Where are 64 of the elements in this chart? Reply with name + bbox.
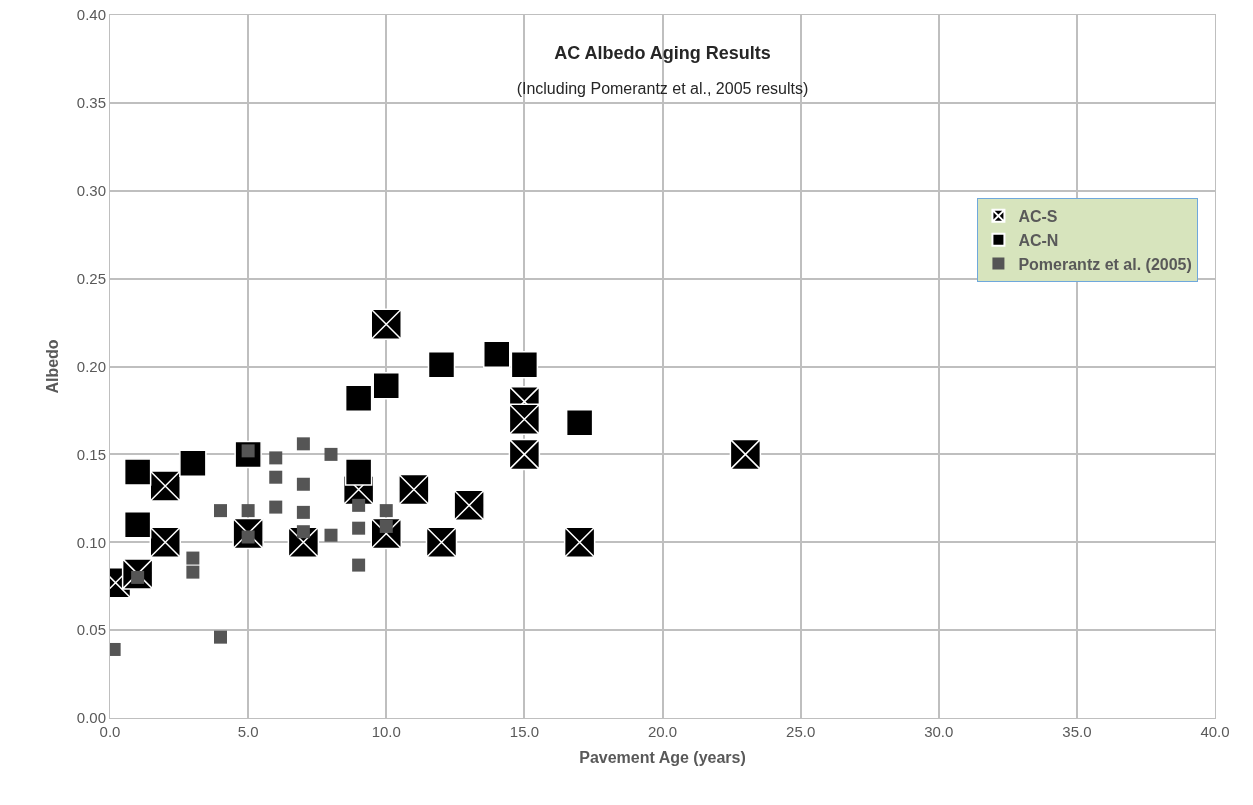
point bbox=[149, 470, 181, 502]
point bbox=[352, 498, 366, 512]
point bbox=[352, 521, 366, 535]
point bbox=[344, 384, 373, 412]
point bbox=[123, 458, 152, 486]
x-tick-label: 40.0 bbox=[1200, 723, 1230, 740]
point bbox=[425, 526, 458, 558]
y-tick-label: 0.30 bbox=[76, 182, 106, 199]
y-tick-label: 0.25 bbox=[76, 269, 106, 287]
point bbox=[379, 519, 393, 533]
point bbox=[269, 500, 283, 514]
point bbox=[563, 526, 596, 558]
point bbox=[296, 477, 310, 491]
y-tick-label: 0.20 bbox=[76, 357, 106, 375]
point bbox=[241, 530, 255, 544]
point bbox=[453, 489, 485, 522]
point bbox=[214, 504, 227, 518]
text: (Including Pomerantz et al., 2005 results) bbox=[516, 79, 809, 97]
point bbox=[296, 505, 310, 519]
x-tick-label: 15.0 bbox=[509, 723, 539, 740]
point bbox=[186, 551, 200, 565]
point bbox=[241, 504, 255, 518]
x-tick-label: 30.0 bbox=[924, 723, 954, 740]
y-tick-label: 0.10 bbox=[76, 533, 106, 551]
point bbox=[352, 558, 366, 572]
point bbox=[508, 438, 541, 471]
x-tick-label: 35.0 bbox=[1062, 723, 1092, 740]
y-tick-label: 0.40 bbox=[76, 6, 106, 24]
point bbox=[427, 350, 456, 379]
point bbox=[372, 372, 400, 400]
point bbox=[508, 403, 541, 435]
point bbox=[179, 449, 207, 477]
legend-label: AC-N bbox=[1018, 231, 1059, 249]
legend-label: Pomerantz et al. (2005) bbox=[1018, 255, 1192, 273]
point bbox=[379, 504, 393, 518]
y-tick-label: 0.35 bbox=[76, 94, 106, 112]
x-tick-label: 20.0 bbox=[647, 723, 678, 740]
x-tick-label: 5.0 bbox=[237, 723, 259, 740]
y-tick-label: 0.15 bbox=[76, 445, 106, 463]
point bbox=[370, 308, 402, 341]
point bbox=[324, 528, 338, 542]
legend-label: AC-S bbox=[1018, 208, 1058, 226]
point bbox=[123, 510, 152, 539]
point bbox=[149, 526, 181, 558]
point bbox=[344, 458, 373, 486]
y-tick-label: 0.05 bbox=[76, 621, 106, 639]
point bbox=[186, 565, 200, 579]
x-tick-label: 10.0 bbox=[371, 723, 401, 740]
point bbox=[510, 350, 539, 379]
y-axis-title: Albedo bbox=[43, 339, 61, 394]
point bbox=[214, 630, 227, 644]
point bbox=[296, 437, 310, 451]
point bbox=[483, 340, 511, 368]
point bbox=[269, 470, 283, 484]
x-tick-label: 25.0 bbox=[786, 723, 816, 740]
point bbox=[398, 473, 430, 506]
x-axis-title: Pavement Age (years) bbox=[579, 748, 746, 766]
point bbox=[324, 447, 338, 461]
point bbox=[729, 438, 762, 471]
point bbox=[296, 525, 310, 539]
point bbox=[269, 451, 283, 465]
text: AC Albedo Aging Results bbox=[554, 42, 771, 63]
point bbox=[131, 570, 145, 584]
point bbox=[565, 408, 594, 437]
